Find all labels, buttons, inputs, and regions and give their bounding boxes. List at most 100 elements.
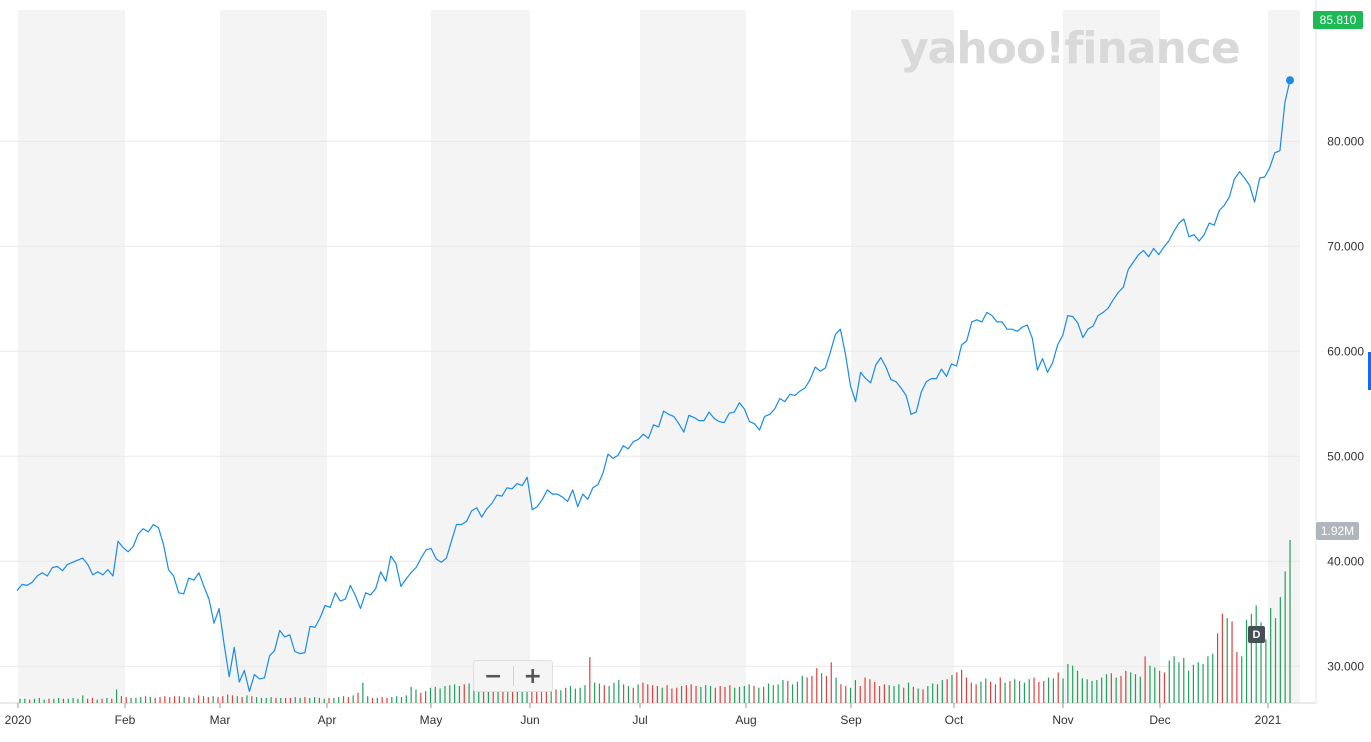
volume-bar: [642, 682, 644, 703]
volume-bar: [236, 696, 238, 703]
volume-bar: [1236, 652, 1238, 703]
volume-bar: [627, 686, 630, 703]
volume-bar: [159, 697, 161, 703]
volume-bar: [990, 681, 992, 703]
volume-bar: [1168, 660, 1170, 703]
volume-bar: [598, 683, 601, 703]
volume-bar: [207, 697, 209, 703]
volume-bar: [1255, 605, 1257, 703]
volume-bar: [357, 692, 359, 703]
volume-bar: [198, 695, 200, 703]
volume-bar: [709, 686, 712, 703]
volume-bar: [994, 684, 997, 703]
volume-bar: [478, 686, 480, 703]
volume-bar: [130, 697, 132, 703]
volume-bar: [936, 684, 939, 703]
volume-bar: [246, 695, 248, 703]
volume-bar: [1130, 672, 1132, 703]
volume-bar: [256, 697, 258, 703]
volume-bar: [705, 685, 707, 703]
zoom-divider: [512, 666, 514, 686]
yahoo-finance-watermark: yahoo!finance: [900, 23, 1240, 74]
volume-bar: [1047, 677, 1050, 703]
volume-bar: [941, 680, 943, 703]
volume-bar: [434, 686, 436, 703]
volume-bar: [48, 698, 50, 703]
volume-bar: [637, 684, 639, 703]
month-band: [431, 10, 530, 703]
volume-bar: [545, 687, 547, 703]
volume-bar: [497, 683, 499, 703]
volume-bar: [260, 697, 263, 703]
volume-bar: [1274, 618, 1277, 703]
volume-bar: [299, 697, 301, 703]
volume-bar: [58, 697, 60, 703]
volume-bar: [806, 677, 808, 703]
volume-bar: [227, 694, 229, 703]
volume-bar: [140, 697, 142, 703]
volume-bar: [801, 675, 803, 703]
volume-bar: [420, 692, 422, 703]
volume-bar: [951, 674, 953, 703]
volume-bar: [864, 677, 866, 703]
volume-bar: [125, 697, 127, 703]
month-band: [1063, 10, 1160, 703]
volume-bar: [961, 669, 963, 703]
volume-bar: [1101, 677, 1103, 703]
volume-bar: [169, 697, 171, 703]
volume-bar: [217, 697, 219, 703]
volume-bar: [29, 699, 31, 703]
volume-bar: [980, 681, 982, 703]
volume-bar: [1226, 618, 1228, 703]
volume-bar: [241, 697, 243, 703]
volume-bar: [859, 686, 861, 703]
volume-bar: [1154, 667, 1156, 703]
volume-bar: [623, 684, 625, 703]
dividend-marker[interactable]: D: [1248, 626, 1265, 643]
zoom-out-button[interactable]: −: [484, 663, 503, 689]
x-axis: 2020 Feb Mar Apr May Jun Jul Aug Sep Oct Nov Dec 202…: [5, 703, 1282, 727]
month-band: [220, 10, 327, 703]
volume-bar: [24, 698, 26, 703]
volume-bar: [671, 688, 673, 703]
volume-bar: [396, 696, 398, 703]
volume-bar: [1110, 673, 1112, 703]
volume-bar: [743, 686, 745, 703]
volume-bar: [1245, 619, 1248, 703]
volume-bar: [67, 698, 69, 703]
volume-bar: [874, 681, 876, 703]
volume-bar: [975, 684, 977, 703]
x-tick-label: Jul: [632, 713, 647, 727]
x-tick-label: 2020: [5, 713, 32, 727]
volume-bar: [589, 657, 591, 703]
volume-bar: [970, 682, 972, 703]
volume-bar: [1260, 622, 1262, 703]
volume-bar: [111, 698, 113, 703]
volume-bar: [555, 689, 557, 703]
volume-bar: [1207, 656, 1209, 703]
month-bands: [18, 10, 1300, 703]
volume-bar: [1192, 664, 1195, 703]
volume-bar: [849, 687, 852, 703]
volume-bar: [19, 698, 21, 703]
volume-bar: [468, 683, 470, 703]
volume-bar: [1115, 677, 1117, 703]
volume-bar: [1134, 674, 1137, 703]
scroll-handle[interactable]: [1368, 352, 1371, 390]
volume-bar: [188, 697, 190, 703]
volume-bar: [43, 699, 45, 703]
zoom-in-button[interactable]: +: [523, 663, 542, 689]
volume-bar: [526, 686, 528, 703]
y-tick-label: 60.000: [1327, 344, 1364, 358]
volume-bar: [1009, 680, 1011, 703]
x-tick-label: Jun: [520, 713, 539, 727]
volume-bar: [907, 682, 910, 703]
volume-bar: [1076, 670, 1079, 703]
volume-bar: [309, 697, 311, 703]
volume-bar: [632, 687, 634, 703]
volume-bar: [415, 689, 417, 703]
volume-bar: [656, 686, 659, 703]
volume-bar: [1067, 663, 1069, 703]
volume-bar: [1052, 678, 1054, 703]
